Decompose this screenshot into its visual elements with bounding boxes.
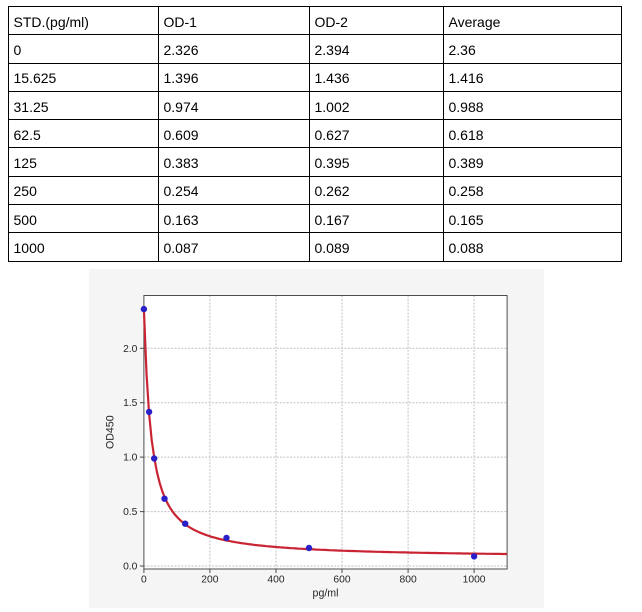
svg-text:0.0: 0.0	[123, 562, 138, 573]
svg-text:600: 600	[333, 575, 350, 586]
svg-text:pg/ml: pg/ml	[313, 587, 339, 599]
svg-text:800: 800	[400, 575, 417, 586]
svg-text:400: 400	[267, 575, 284, 586]
svg-text:1.0: 1.0	[123, 453, 138, 464]
svg-text:0.5: 0.5	[123, 507, 138, 518]
svg-text:OD450: OD450	[105, 415, 117, 449]
svg-text:1000: 1000	[463, 575, 486, 586]
svg-text:0: 0	[141, 575, 147, 586]
svg-text:2.0: 2.0	[123, 344, 138, 355]
svg-text:200: 200	[201, 575, 218, 586]
svg-text:1.5: 1.5	[123, 398, 138, 409]
